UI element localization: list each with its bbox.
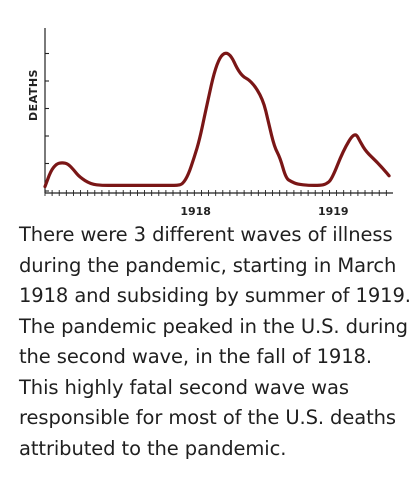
x-tick-label-1918: 1918 — [180, 205, 211, 218]
deaths-line-chart: DEATHS 1918 1919 — [27, 28, 393, 218]
x-tick-label-1919: 1919 — [318, 205, 349, 218]
axis-ticks — [44, 52, 387, 196]
y-axis-label: DEATHS — [27, 69, 40, 121]
deaths-series-line — [43, 51, 391, 189]
x-tick-labels: 1918 1919 — [180, 205, 348, 218]
chart-caption: There were 3 different waves of illness … — [19, 223, 411, 460]
axes — [44, 28, 393, 194]
